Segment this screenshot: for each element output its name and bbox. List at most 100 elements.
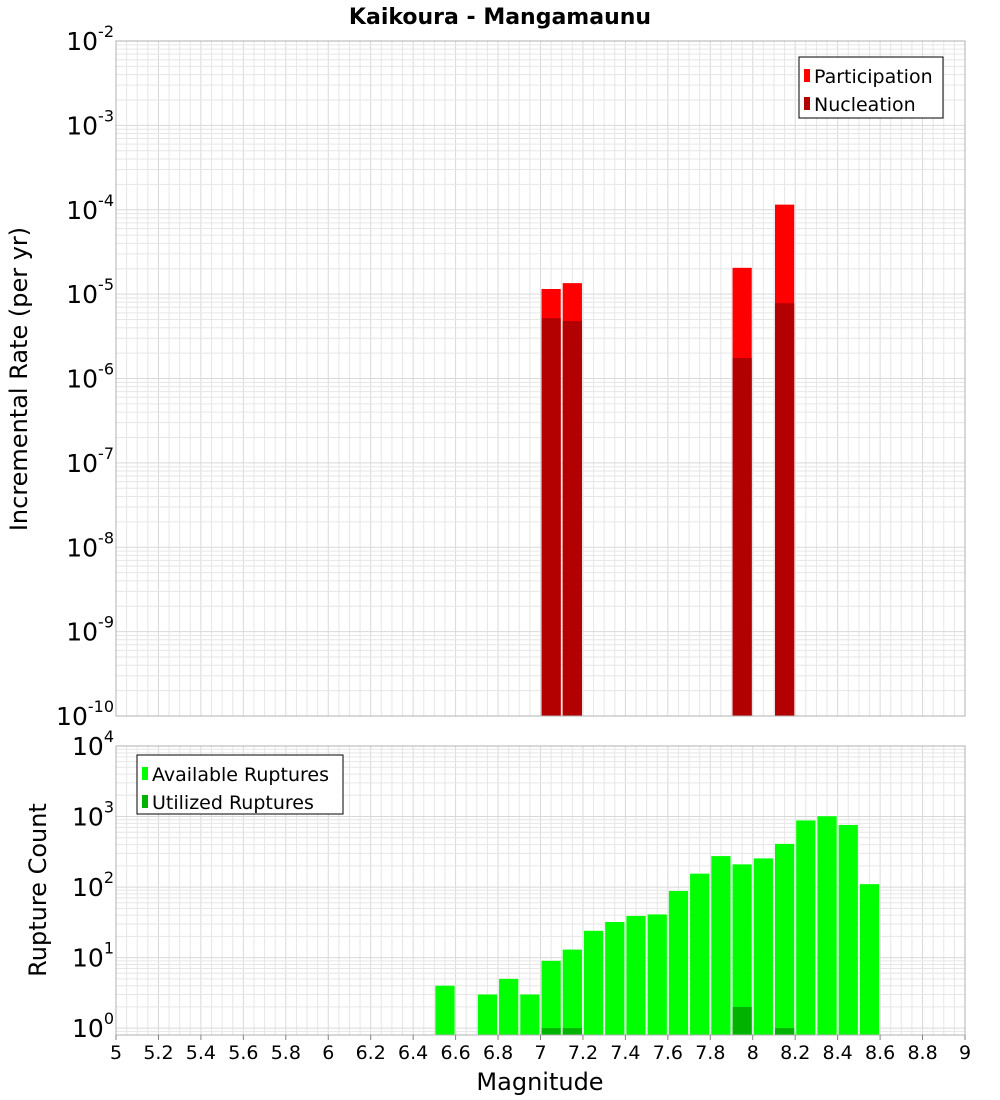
x-tick-label: 5: [110, 1042, 122, 1064]
y-tick-exponent: -10: [88, 697, 114, 716]
available-ruptures-bar: [796, 820, 816, 1035]
top-plot-frame: [115, 40, 966, 717]
nucleation-bar: [562, 321, 582, 716]
available-ruptures-bar: [626, 915, 646, 1035]
legend-box: [136, 754, 344, 815]
chart-title: Kaikoura - Mangamaunu: [349, 5, 651, 30]
y-tick-base: 10: [66, 280, 98, 309]
y-tick-exponent: 1: [104, 939, 114, 958]
x-tick-label: 6: [322, 1042, 334, 1064]
y-tick-base: 10: [66, 27, 98, 56]
legend-box: [798, 56, 944, 119]
y-tick-label: 10 -6: [66, 360, 114, 394]
y-tick-base: 10: [66, 111, 98, 140]
x-tick-label: 8.4: [823, 1042, 853, 1064]
x-tick-label: 9: [959, 1042, 971, 1064]
nucleation-bar: [732, 357, 752, 716]
available-ruptures-bar: [711, 856, 731, 1035]
y-tick-base: 10: [66, 533, 98, 562]
top-plot-grid: [115, 40, 966, 717]
y-tick-exponent: -3: [98, 106, 114, 125]
y-tick-exponent: 4: [104, 727, 114, 746]
x-axis-label: Magnitude: [476, 1068, 603, 1096]
y-tick-base: 10: [72, 732, 104, 761]
x-tick-label: 7.6: [653, 1042, 683, 1064]
y-tick-exponent: -5: [98, 275, 114, 294]
y-tick-label: 10 -4: [66, 191, 114, 225]
x-tick-label: 7.8: [695, 1042, 725, 1064]
x-tick-label: 5.2: [143, 1042, 173, 1064]
y-tick-exponent: -7: [98, 444, 114, 463]
y-tick-base: 10: [66, 449, 98, 478]
bottom-plot-bars: [435, 816, 880, 1035]
y-tick-exponent: -4: [98, 191, 114, 210]
y-tick-label: 10 -7: [66, 444, 114, 478]
available-ruptures-bar: [859, 884, 880, 1035]
y-tick-exponent: -8: [98, 528, 114, 547]
x-tick-label: 8: [747, 1042, 759, 1064]
legend-label: Available Ruptures: [152, 764, 329, 786]
y-tick-label: 10 0: [72, 1009, 114, 1043]
legend-label: Utilized Ruptures: [152, 792, 314, 814]
y-tick-label: 10 -2: [66, 22, 114, 56]
y-tick-base: 10: [72, 873, 104, 902]
y-tick-label: 10 -9: [66, 613, 114, 647]
legend-swatch: [804, 69, 810, 82]
y-tick-label: 10 -3: [66, 106, 114, 140]
x-tick-label: 7: [534, 1042, 546, 1064]
available-ruptures-bar: [541, 960, 561, 1035]
y-tick-exponent: 0: [104, 1009, 114, 1028]
available-ruptures-bar: [668, 890, 689, 1035]
available-ruptures-bar: [647, 914, 667, 1035]
legend-label: Nucleation: [814, 94, 916, 116]
top-y-axis-label: Incremental Rate (per yr): [5, 227, 33, 531]
available-ruptures-bar: [499, 978, 519, 1035]
x-tick-label: 5.4: [186, 1042, 216, 1064]
available-ruptures-bar: [435, 985, 455, 1035]
top-plot-bars: [541, 204, 795, 717]
utilized-ruptures-bar: [732, 1006, 752, 1035]
available-ruptures-bar: [817, 816, 837, 1035]
x-tick-label: 7.4: [610, 1042, 640, 1064]
y-tick-base: 10: [72, 944, 104, 973]
x-tick-label: 5.8: [271, 1042, 301, 1064]
available-ruptures-bar: [838, 824, 858, 1035]
y-tick-exponent: 2: [104, 868, 114, 887]
y-tick-label: 10 -5: [66, 275, 114, 309]
available-ruptures-bar: [583, 930, 604, 1035]
x-tick-label: 8.8: [907, 1042, 937, 1064]
x-tick-label: 6.6: [440, 1042, 470, 1064]
available-ruptures-bar: [774, 843, 795, 1035]
x-tick-label: 8.2: [780, 1042, 810, 1064]
y-tick-base: 10: [66, 196, 98, 225]
legend-swatch: [142, 795, 148, 808]
y-tick-base: 10: [66, 365, 98, 394]
available-ruptures-bar: [477, 994, 498, 1035]
x-tick-label: 7.2: [568, 1042, 598, 1064]
x-axis-ticks: 5 5.2 5.4 5.6 5.8 6 6.2 6.4 6.6 6.8 7 7.2 7.4 7.6 7.8 8…: [110, 1035, 971, 1064]
y-tick-label: 10 4: [72, 727, 114, 761]
x-tick-label: 6.8: [483, 1042, 513, 1064]
utilized-ruptures-bar: [774, 1028, 795, 1035]
y-tick-exponent: -6: [98, 360, 114, 379]
available-ruptures-bar: [753, 858, 773, 1035]
y-tick-base: 10: [66, 618, 98, 647]
nucleation-bar: [774, 303, 795, 716]
x-tick-label: 8.6: [865, 1042, 895, 1064]
y-tick-base: 10: [56, 702, 88, 731]
utilized-ruptures-bar: [541, 1028, 561, 1035]
y-tick-label: 10 -10: [56, 697, 114, 731]
nucleation-bar: [541, 318, 561, 716]
available-ruptures-bar: [605, 921, 625, 1035]
y-tick-label: 10 -8: [66, 528, 114, 562]
available-ruptures-bar: [732, 864, 752, 1035]
y-tick-exponent: -9: [98, 613, 114, 632]
top-legend: Participation Nucleation: [798, 56, 944, 119]
y-tick-exponent: -2: [98, 22, 114, 41]
available-ruptures-bar: [520, 994, 540, 1035]
x-tick-label: 5.6: [228, 1042, 258, 1064]
available-ruptures-bar: [690, 873, 710, 1035]
